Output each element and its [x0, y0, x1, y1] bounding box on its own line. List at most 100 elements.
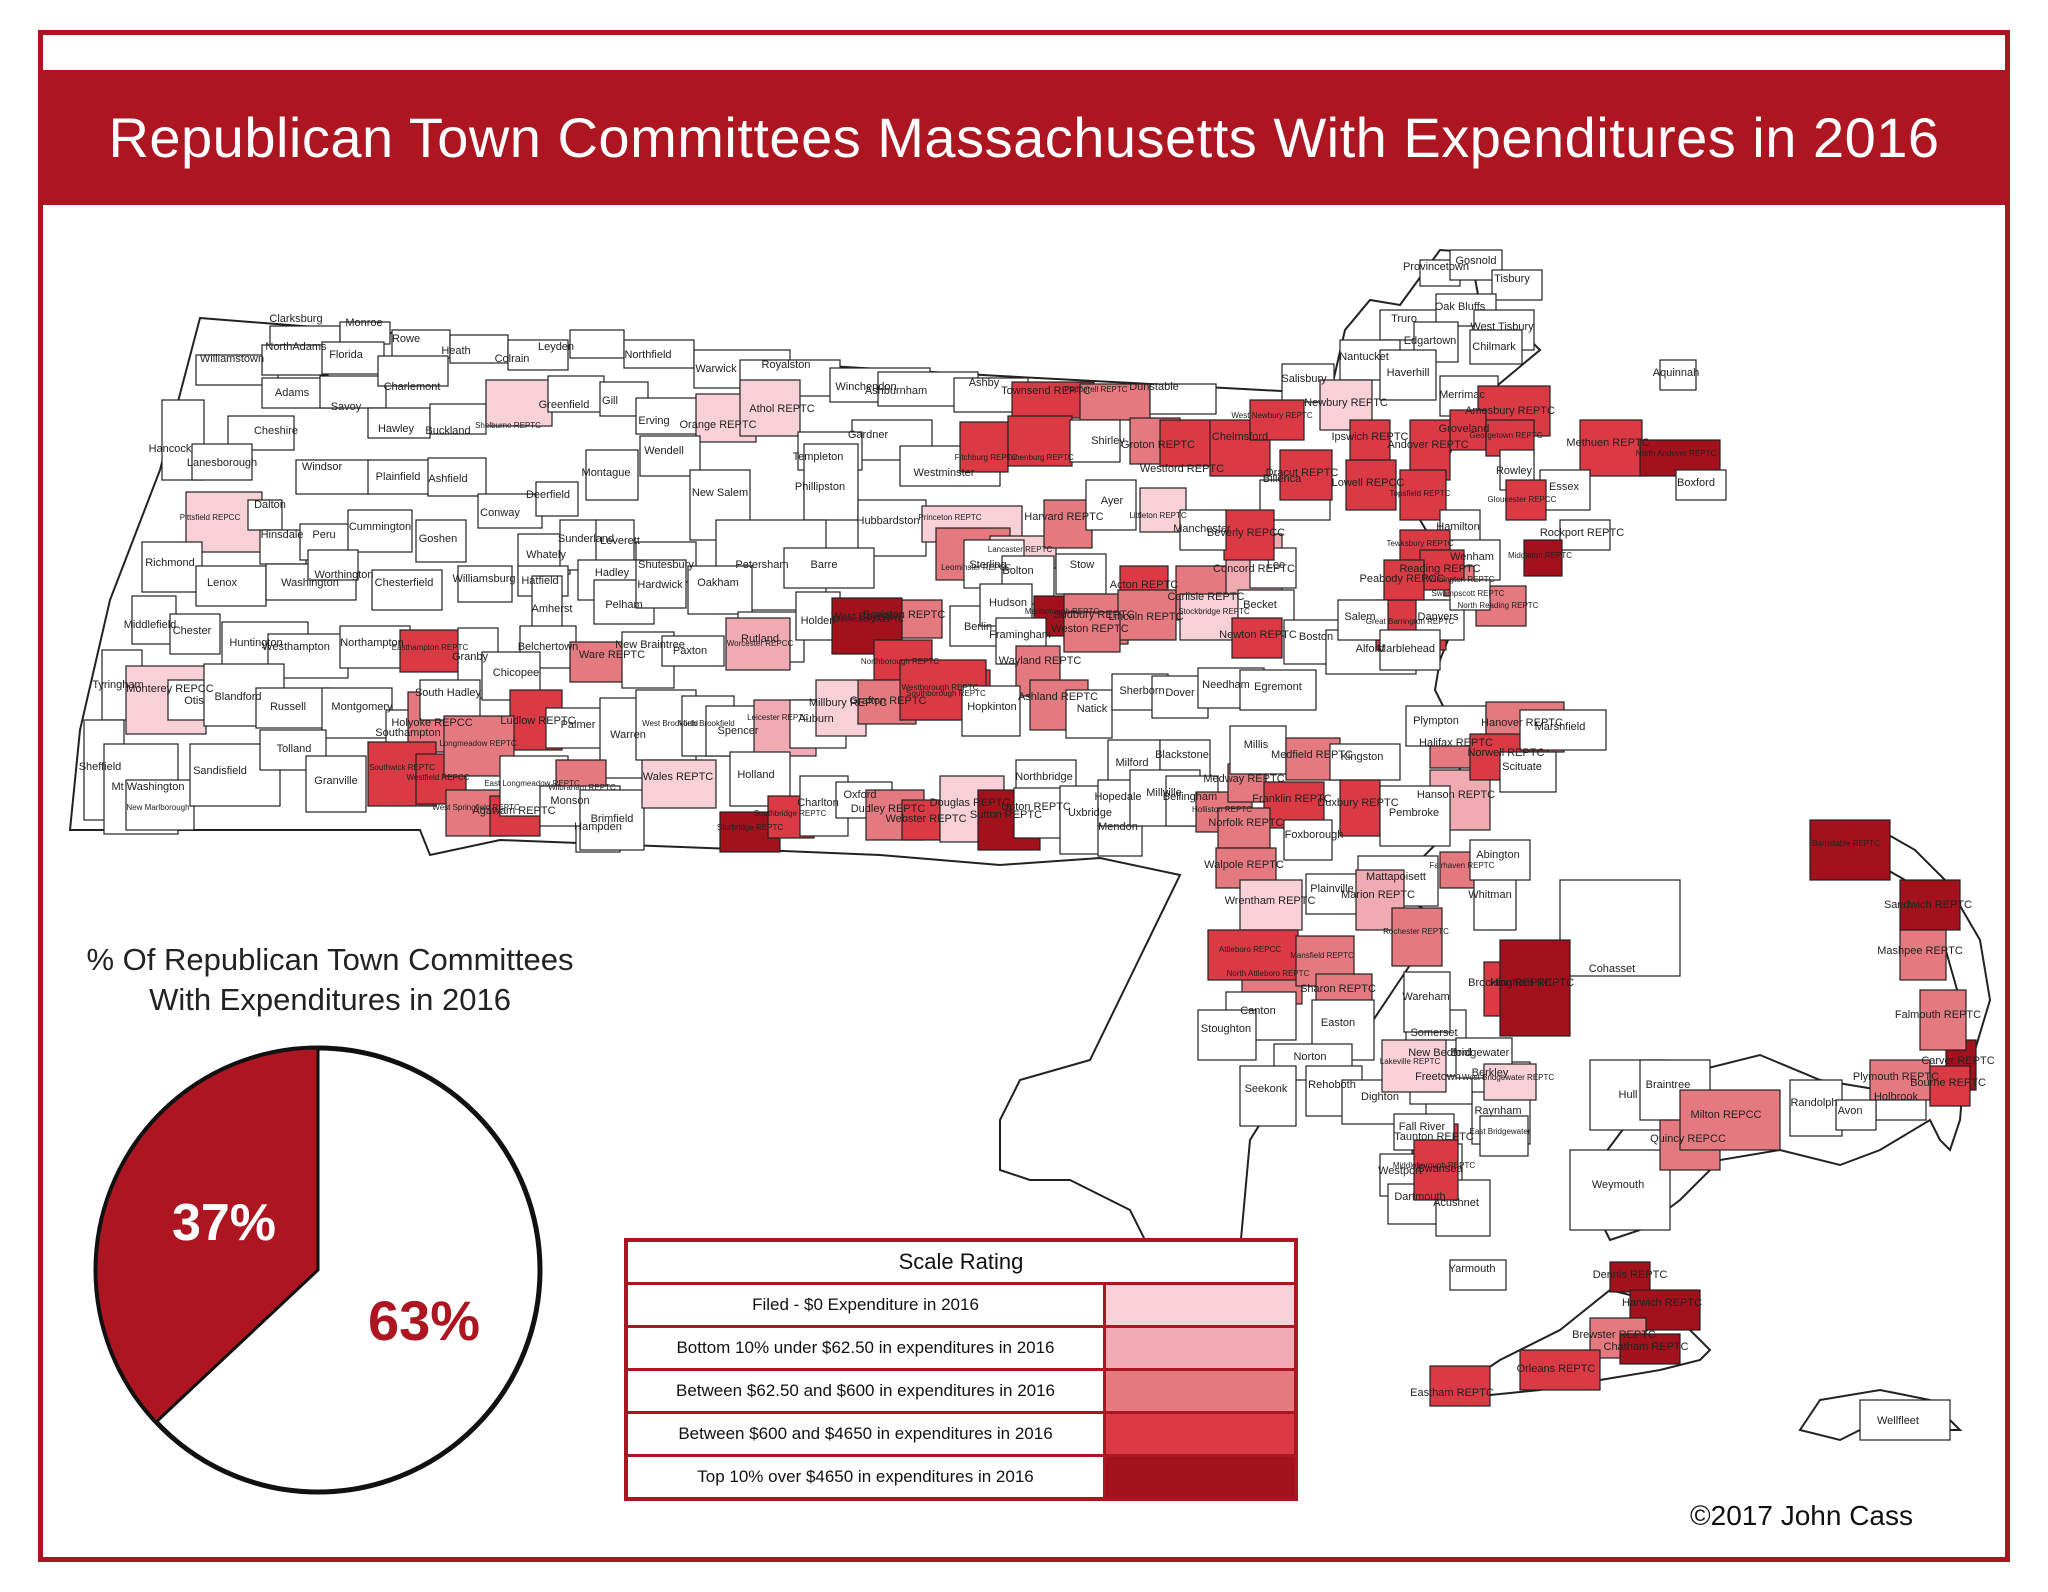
town-region [391, 329, 451, 359]
town-label: Millville [1146, 787, 1181, 799]
town-region [321, 687, 393, 739]
town-label: Phillipston [795, 481, 845, 493]
town-label: Plainfield [376, 471, 421, 483]
town-label: Greenfield [539, 399, 590, 411]
town-label: Boxford [1677, 477, 1715, 489]
town-label: Hull [1619, 1089, 1638, 1101]
town-label: Monterey REPCC [126, 683, 213, 695]
town-region [687, 565, 753, 615]
town-label: South Hadley [415, 687, 482, 699]
scale-rating-legend: Scale Rating Filed - $0 Expenditure in 2… [624, 1238, 1298, 1501]
town-region [1809, 819, 1891, 881]
town-label: Douglas REPTC [930, 797, 1011, 809]
town-label: Hingham REPTC [1490, 977, 1574, 989]
town-region [725, 617, 791, 671]
town-label: Chatham REPTC [1604, 1341, 1689, 1353]
town-label: Stockbridge REPTC [1178, 607, 1250, 616]
town-label: Milton REPCC [1691, 1109, 1762, 1121]
town-label: Natick [1077, 703, 1108, 715]
town-label: Salisbury [1281, 373, 1327, 385]
town-label: Dalton [254, 499, 286, 511]
town-label: Holliston REPTC [1192, 805, 1252, 814]
town-label: Clarksburg [269, 313, 322, 325]
town-label: Otis [184, 695, 204, 707]
town-label: Harwich REPTC [1622, 1297, 1702, 1309]
town-label: Groton REPTC [1121, 439, 1195, 451]
town-label: Rutland [741, 633, 779, 645]
town-label: New Braintree [615, 639, 685, 651]
town-label: Edgartown [1404, 335, 1457, 347]
town-label: Becket [1243, 599, 1277, 611]
town-region [857, 499, 927, 557]
town-label: Wellfleet [1877, 1415, 1919, 1427]
town-region [569, 329, 625, 359]
town-label: Mt Washington [112, 781, 185, 793]
town-region [507, 339, 569, 371]
town-label: Littleton REPTC [1129, 511, 1187, 520]
town-label: Sudbury REPTC [1053, 609, 1134, 621]
town-region [585, 449, 639, 501]
town-region [783, 547, 875, 589]
town-region [371, 569, 443, 611]
town-region [415, 519, 467, 563]
town-label: Millbury REPTC [809, 697, 887, 709]
town-region [1859, 1399, 1951, 1441]
town-label: West Boylston [831, 611, 901, 623]
town-region [1399, 469, 1447, 521]
town-label: West Springfield REPTC [432, 803, 520, 812]
town-label: Berlin [964, 621, 992, 633]
town-label: Westport [1378, 1165, 1422, 1177]
town-label: Fairhaven REPTC [1430, 861, 1495, 870]
town-label: Hopedale [1094, 791, 1141, 803]
town-region [961, 685, 1021, 737]
town-region [1499, 939, 1571, 1037]
town-label: Wenham [1450, 551, 1494, 563]
town-label: Sharon REPTC [1300, 983, 1376, 995]
town-label: Dennis REPTC [1593, 1269, 1668, 1281]
town-label: Pelham [605, 599, 642, 611]
town-label: Wendell [644, 445, 684, 457]
town-label: Duxbury REPTC [1317, 797, 1398, 809]
town-label: Holbrook [1874, 1091, 1919, 1103]
town-region [1383, 559, 1425, 601]
town-label: Manchester [1173, 523, 1231, 535]
town-label: Holden [801, 615, 836, 627]
town-label: Savoy [331, 401, 362, 413]
town-label: Montgomery [331, 701, 393, 713]
town-region [1381, 1039, 1447, 1093]
town-label: New Salem [692, 487, 748, 499]
town-region [339, 625, 411, 669]
town-label: Sandwich REPTC [1884, 899, 1972, 911]
town-label: Acton REPTC [1110, 579, 1179, 591]
town-shapes [83, 249, 1977, 1441]
town-label: Westminster [914, 467, 975, 479]
town-region [661, 635, 725, 667]
town-label: Williamsburg [453, 573, 516, 585]
town-label: Southwick REPTC [369, 763, 435, 772]
town-label: Gardner [848, 429, 889, 441]
town-label: Marblehead [1377, 643, 1435, 655]
town-label: Seekonk [1245, 1083, 1288, 1095]
town-label: Shirley [1091, 435, 1125, 447]
town-label: Townsend REPTC [1001, 385, 1091, 397]
town-region [1519, 709, 1607, 751]
town-label: Webster REPTC [885, 813, 966, 825]
town-region [1239, 669, 1317, 711]
town-label: Haverhill [1387, 367, 1430, 379]
town-region [1659, 359, 1697, 391]
town-region [1249, 399, 1305, 441]
town-label: Hadley [595, 567, 630, 579]
town-label: Marshfield [1535, 721, 1586, 733]
town-region [1391, 907, 1443, 967]
town-label: Randolph [1790, 1097, 1837, 1109]
town-label: Marlborough REPTC [1025, 607, 1099, 616]
town-region [319, 375, 387, 409]
town-label: Petersham [735, 559, 788, 571]
town-label: Ashland REPTC [1018, 691, 1098, 703]
town-label: Rehoboth [1308, 1079, 1356, 1091]
town-label: Lenox [207, 577, 237, 589]
town-region [1559, 879, 1681, 977]
town-label: Pepperell REPTC [1064, 385, 1127, 394]
town-label: Barnstable REPTC [1812, 839, 1880, 848]
